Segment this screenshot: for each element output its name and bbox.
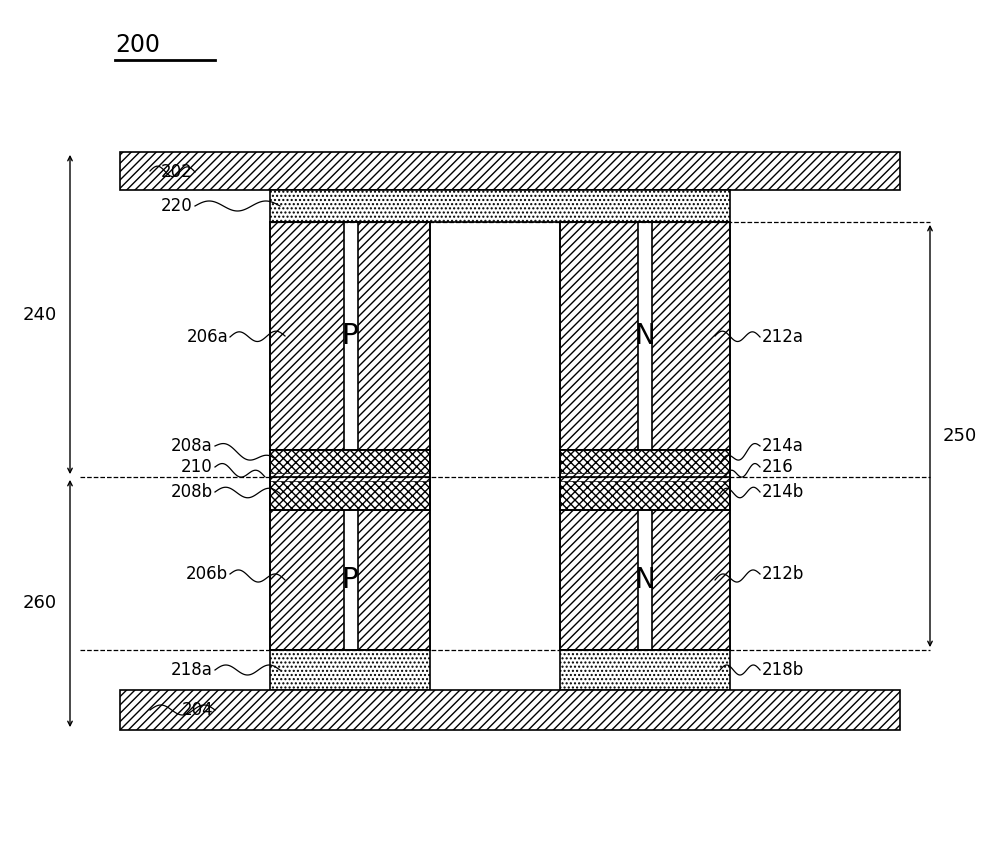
Bar: [120, 690, 900, 730]
Bar: [270, 222, 430, 650]
Bar: [270, 510, 430, 650]
Text: 204: 204: [181, 701, 213, 719]
Text: 208b: 208b: [171, 483, 213, 501]
Bar: [560, 450, 730, 477]
Bar: [560, 510, 730, 650]
Text: 206a: 206a: [186, 328, 228, 346]
Bar: [638, 222, 652, 650]
Bar: [270, 450, 430, 510]
Bar: [270, 477, 430, 510]
Text: 218a: 218a: [171, 661, 213, 679]
Text: N: N: [635, 322, 655, 350]
Bar: [270, 650, 430, 690]
Text: 214a: 214a: [762, 437, 804, 455]
Bar: [270, 450, 430, 477]
Text: 208a: 208a: [171, 437, 213, 455]
Text: 260: 260: [23, 595, 57, 612]
Text: P: P: [342, 566, 358, 594]
Bar: [560, 450, 730, 510]
Bar: [560, 650, 730, 690]
Text: 240: 240: [23, 305, 57, 323]
Text: P: P: [342, 322, 358, 350]
Bar: [344, 222, 358, 650]
Text: 202: 202: [161, 163, 193, 181]
Text: 216: 216: [762, 458, 794, 476]
Bar: [560, 477, 730, 510]
Bar: [560, 473, 730, 481]
Text: 212a: 212a: [762, 328, 804, 346]
Text: 212b: 212b: [762, 565, 804, 583]
Bar: [560, 222, 730, 650]
Text: 210: 210: [181, 458, 213, 476]
Text: 206b: 206b: [186, 565, 228, 583]
Text: 200: 200: [115, 33, 160, 57]
Text: 214b: 214b: [762, 483, 804, 501]
Bar: [270, 473, 430, 481]
Bar: [120, 152, 900, 190]
Text: 220: 220: [161, 197, 193, 215]
Bar: [270, 190, 730, 222]
Text: 250: 250: [943, 427, 977, 445]
Bar: [270, 222, 430, 450]
Text: N: N: [635, 566, 655, 594]
Bar: [560, 222, 730, 450]
Text: 218b: 218b: [762, 661, 804, 679]
